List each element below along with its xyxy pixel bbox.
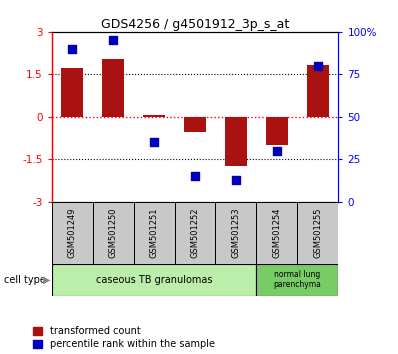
Bar xyxy=(61,68,84,117)
FancyBboxPatch shape xyxy=(215,202,256,264)
FancyBboxPatch shape xyxy=(256,202,297,264)
Text: normal lung
parenchyma: normal lung parenchyma xyxy=(273,270,321,289)
Point xyxy=(274,148,280,154)
Text: cell type: cell type xyxy=(4,275,46,285)
Point xyxy=(151,139,157,145)
Bar xyxy=(265,117,288,145)
Bar xyxy=(225,117,247,166)
Bar xyxy=(256,264,338,296)
Bar xyxy=(102,59,125,117)
Legend: transformed count, percentile rank within the sample: transformed count, percentile rank withi… xyxy=(33,326,215,349)
Text: GSM501253: GSM501253 xyxy=(232,207,240,258)
Bar xyxy=(184,117,206,132)
Text: GSM501250: GSM501250 xyxy=(109,207,118,258)
Text: ▶: ▶ xyxy=(43,275,50,285)
Bar xyxy=(143,115,165,117)
Text: GSM501254: GSM501254 xyxy=(272,207,281,258)
Text: caseous TB granulomas: caseous TB granulomas xyxy=(96,275,212,285)
FancyBboxPatch shape xyxy=(52,202,93,264)
Text: GSM501252: GSM501252 xyxy=(191,207,199,258)
FancyBboxPatch shape xyxy=(297,202,338,264)
Point xyxy=(110,38,116,43)
Point xyxy=(315,63,321,69)
FancyBboxPatch shape xyxy=(134,202,175,264)
Point xyxy=(192,173,198,179)
Text: GSM501251: GSM501251 xyxy=(150,207,158,258)
Bar xyxy=(52,264,256,296)
Title: GDS4256 / g4501912_3p_s_at: GDS4256 / g4501912_3p_s_at xyxy=(101,18,289,31)
Text: GSM501255: GSM501255 xyxy=(313,207,322,258)
Text: GSM501249: GSM501249 xyxy=(68,207,77,258)
FancyBboxPatch shape xyxy=(93,202,134,264)
FancyBboxPatch shape xyxy=(175,202,215,264)
Point xyxy=(69,46,75,52)
Bar xyxy=(306,65,329,117)
Point xyxy=(233,177,239,183)
